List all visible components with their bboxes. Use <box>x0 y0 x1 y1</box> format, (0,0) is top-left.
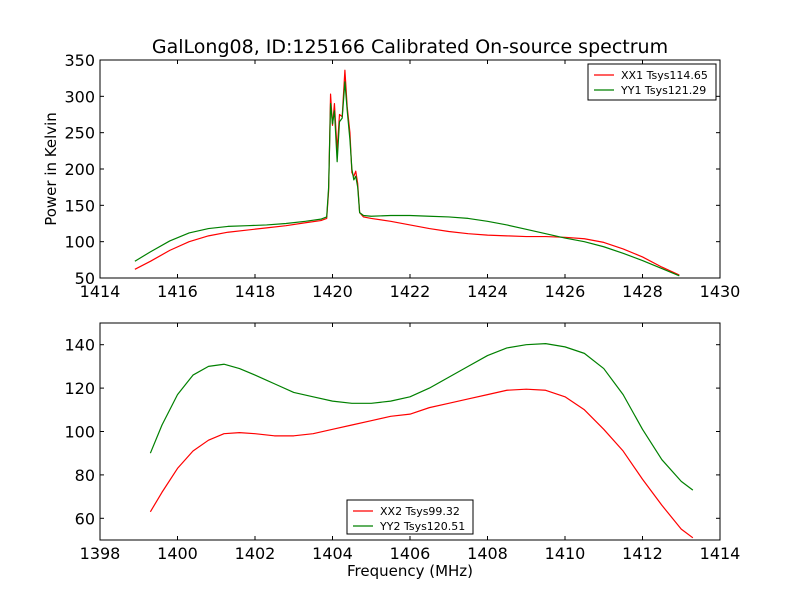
top-y-axis-label: Power in Kelvin <box>42 112 60 226</box>
top-x-tick-label: 1426 <box>545 282 586 301</box>
bottom-x-tick-label: 1404 <box>312 544 353 563</box>
figure-title: GalLong08, ID:125166 Calibrated On-sourc… <box>152 36 668 58</box>
bottom-legend: XX2 Tsys99.32 YY2 Tsys120.51 <box>346 499 474 535</box>
top-series-line-2 <box>134 81 680 277</box>
top-x-tick-label: 1418 <box>235 282 276 301</box>
top-series-line-1 <box>134 69 680 276</box>
top-x-tick-label: 1424 <box>467 282 508 301</box>
top-x-tick-label: 1428 <box>622 282 663 301</box>
bottom-panel: 1398 1400 1402 1404 1406 1408 1410 1412 1414 60 80… <box>64 322 741 563</box>
top-y-tick-label: 100 <box>64 233 95 252</box>
bottom-y-tick-label: 100 <box>64 423 95 442</box>
top-x-tick-label: 1416 <box>157 282 198 301</box>
top-y-tick-label: 350 <box>64 51 95 70</box>
bottom-legend-label-1: XX2 Tsys99.32 <box>380 505 460 518</box>
bottom-x-tick-label: 1410 <box>545 544 586 563</box>
bottom-y-tick-label: 120 <box>64 379 95 398</box>
top-y-tick-label: 50 <box>75 269 95 288</box>
bottom-series-line-2 <box>149 343 694 491</box>
top-y-tick-label: 300 <box>64 87 95 106</box>
bottom-x-tick-label: 1406 <box>390 544 431 563</box>
x-axis-label: Frequency (MHz) <box>347 562 473 580</box>
bottom-x-tick-label: 1408 <box>467 544 508 563</box>
bottom-y-tick-label: 60 <box>75 509 95 528</box>
bottom-x-tick-label: 1414 <box>700 544 741 563</box>
top-legend-label-2: YY1 Tsys121.29 <box>620 84 706 97</box>
bottom-x-tick-label: 1400 <box>157 544 198 563</box>
top-y-tick-label: 150 <box>64 196 95 215</box>
bottom-x-tick-label: 1398 <box>80 544 121 563</box>
top-x-tick-label: 1414 <box>80 282 121 301</box>
top-x-tick-label: 1422 <box>390 282 431 301</box>
bottom-legend-box <box>346 499 474 535</box>
bottom-y-tick-label: 140 <box>64 336 95 355</box>
top-y-tick-label: 200 <box>64 160 95 179</box>
bottom-legend-label-2: YY2 Tsys120.51 <box>379 520 465 533</box>
bottom-series-line-1 <box>149 388 694 539</box>
top-y-tick-label: 250 <box>64 124 95 143</box>
top-x-tick-label: 1420 <box>312 282 353 301</box>
bottom-x-tick-label: 1402 <box>235 544 276 563</box>
top-panel: 1414 1416 1418 1420 1422 1424 1426 1428 1430 50 10… <box>42 51 740 301</box>
top-legend-label-1: XX1 Tsys114.65 <box>621 69 708 82</box>
bottom-x-tick-label: 1412 <box>622 544 663 563</box>
top-legend-box <box>587 63 717 101</box>
bottom-y-tick-label: 80 <box>75 466 95 485</box>
top-x-tick-label: 1430 <box>700 282 741 301</box>
top-legend: XX1 Tsys114.65 YY1 Tsys121.29 <box>587 63 717 101</box>
